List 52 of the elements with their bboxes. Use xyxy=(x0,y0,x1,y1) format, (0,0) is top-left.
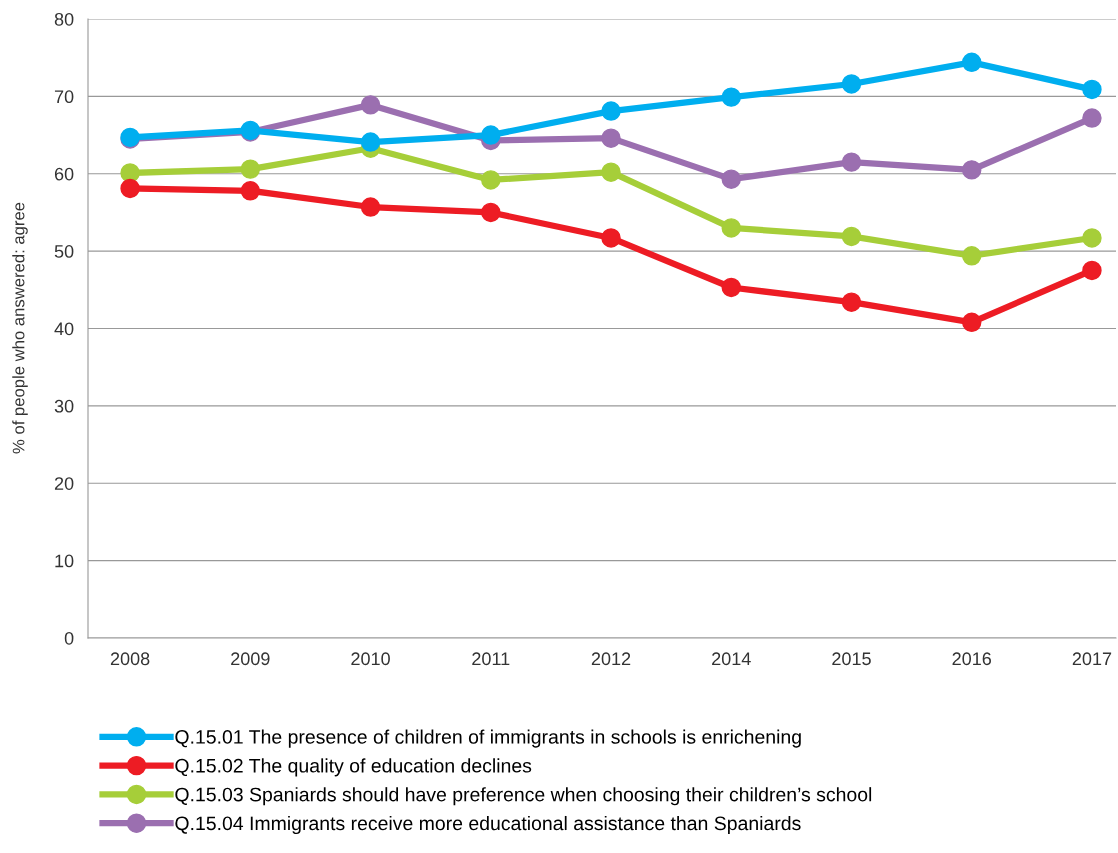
y-tick-label: 0 xyxy=(64,631,74,645)
point xyxy=(120,178,140,199)
point xyxy=(1082,228,1102,248)
point xyxy=(961,160,982,180)
legend-label: Q.15.03 Spaniards should have preference when choosing their children’s school xyxy=(175,787,872,806)
point xyxy=(1082,79,1102,100)
point xyxy=(240,159,261,179)
x-tick-label: 2016 xyxy=(952,652,992,666)
point xyxy=(360,95,381,115)
y-tick-label: 40 xyxy=(54,322,74,336)
point xyxy=(841,226,862,247)
x-tick-label: 2014 xyxy=(712,652,751,666)
point xyxy=(841,292,862,312)
point xyxy=(961,246,982,266)
legend-label: Q.15.02 The quality of education declines xyxy=(175,758,532,777)
point xyxy=(841,152,862,172)
point xyxy=(721,277,741,298)
point xyxy=(1082,260,1102,281)
legend-label: Q.15.04 Immigrants receive more educational assistance than Spaniards xyxy=(175,815,801,835)
x-tick-label: 2015 xyxy=(832,652,871,666)
point xyxy=(240,181,261,201)
point xyxy=(360,132,381,152)
point xyxy=(721,218,741,238)
point xyxy=(601,162,621,182)
y-tick-label: 20 xyxy=(54,477,74,490)
point xyxy=(961,52,982,73)
point xyxy=(601,128,621,148)
point xyxy=(1082,108,1102,128)
y-tick-label: 10 xyxy=(55,554,74,568)
y-tick-label: 60 xyxy=(54,167,74,181)
y-tick-label: 70 xyxy=(54,90,74,104)
point xyxy=(721,169,741,189)
x-tick-label: 2009 xyxy=(231,652,270,666)
point xyxy=(961,312,982,333)
x-tick-label: 2011 xyxy=(472,652,510,666)
legend-label: Q.15.01 The presence of children of immigrants in schools is enrichening xyxy=(175,729,801,748)
y-tick-label: 50 xyxy=(54,245,74,258)
y-tick-label: 30 xyxy=(54,399,74,413)
point xyxy=(841,74,862,94)
x-tick-label: 2008 xyxy=(110,652,150,666)
point xyxy=(481,170,501,190)
point xyxy=(360,197,381,217)
x-tick-label: 2017 xyxy=(1072,652,1112,666)
x-tick-label: 2012 xyxy=(591,652,631,666)
x-tick-label: 2010 xyxy=(351,652,390,666)
point xyxy=(481,125,501,145)
y-axis-title: % of people who answered: agree xyxy=(12,202,28,454)
point xyxy=(721,87,741,107)
point xyxy=(601,228,621,248)
point xyxy=(601,101,621,121)
y-tick-label: 80 xyxy=(54,12,74,26)
point xyxy=(481,202,501,223)
